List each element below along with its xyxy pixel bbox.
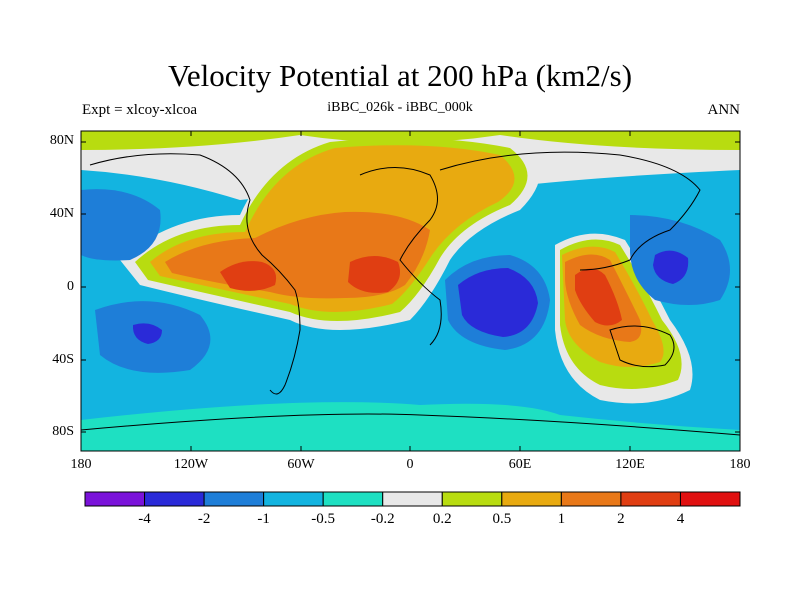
colorbar-swatch bbox=[501, 491, 562, 507]
lon-label-120e: 120E bbox=[615, 457, 645, 472]
axis-ticks bbox=[80, 131, 741, 451]
experiment-label: Expt = xlcoy-xlcoa bbox=[82, 102, 198, 118]
contour-band-mc-4 bbox=[575, 268, 622, 326]
colorbar-label: -2 bbox=[197, 511, 211, 527]
lat-label-40n: 40N bbox=[49, 206, 74, 221]
lat-label-80s: 80S bbox=[52, 424, 74, 439]
colorbar-swatch bbox=[203, 491, 265, 507]
colorbar-label: -0.5 bbox=[311, 511, 336, 527]
contour-band-arctic bbox=[81, 131, 740, 150]
colorbar bbox=[84, 491, 741, 507]
lon-label-180w: 180 bbox=[70, 457, 92, 472]
coastlines bbox=[81, 151, 740, 436]
lat-label-0: 0 bbox=[67, 279, 74, 294]
colorbar-label: 0.2 bbox=[432, 511, 452, 527]
lon-label-120w: 120W bbox=[173, 457, 209, 472]
contour-band-pos-4b bbox=[348, 256, 401, 293]
contour-band-sp-2 bbox=[132, 323, 162, 344]
lon-label-60e: 60E bbox=[508, 457, 532, 472]
lat-label-80n: 80N bbox=[49, 133, 74, 148]
colorbar-swatch bbox=[560, 491, 622, 507]
colorbar-label: 1 bbox=[557, 511, 566, 527]
lon-label-0: 0 bbox=[406, 457, 414, 472]
chart-title: Velocity Potential at 200 hPa (km2/s) bbox=[167, 58, 633, 93]
contour-band-pos-4a bbox=[220, 261, 277, 291]
lat-label-40s: 40S bbox=[52, 352, 74, 367]
contour-band-np-1 bbox=[81, 189, 161, 261]
colorbar-swatch bbox=[382, 491, 443, 507]
contour-band-io-2 bbox=[458, 268, 538, 337]
colorbar-label: 4 bbox=[676, 511, 685, 527]
colorbar-label: -1 bbox=[257, 511, 270, 527]
americas-coast bbox=[89, 153, 301, 395]
lon-label-60w: 60W bbox=[287, 457, 315, 472]
asia-coast bbox=[439, 151, 701, 271]
colorbar-label: -0.2 bbox=[370, 511, 395, 527]
lon-label-180e: 180 bbox=[729, 457, 751, 472]
antarctica-coast bbox=[81, 413, 740, 436]
colorbar-swatch bbox=[679, 491, 741, 507]
colorbar-swatch bbox=[84, 491, 146, 507]
colorbar-label: 2 bbox=[617, 511, 625, 527]
contour-field bbox=[81, 131, 740, 451]
colorbar-swatch bbox=[322, 491, 384, 507]
comparison-label: iBBC_026k - iBBC_000k bbox=[327, 100, 473, 115]
colorbar-swatch bbox=[620, 491, 681, 507]
contour-band-wp-2 bbox=[653, 250, 689, 284]
colorbar-label: -4 bbox=[138, 511, 151, 527]
colorbar-label: 0.5 bbox=[492, 511, 512, 527]
season-label: ANN bbox=[707, 102, 741, 118]
australia-coast bbox=[609, 325, 675, 368]
contour-band-south bbox=[81, 402, 740, 451]
colorbar-swatch bbox=[441, 491, 503, 507]
colorbar-swatch bbox=[263, 491, 324, 507]
africa-europe-coast bbox=[359, 167, 442, 346]
colorbar-swatch bbox=[144, 491, 205, 507]
